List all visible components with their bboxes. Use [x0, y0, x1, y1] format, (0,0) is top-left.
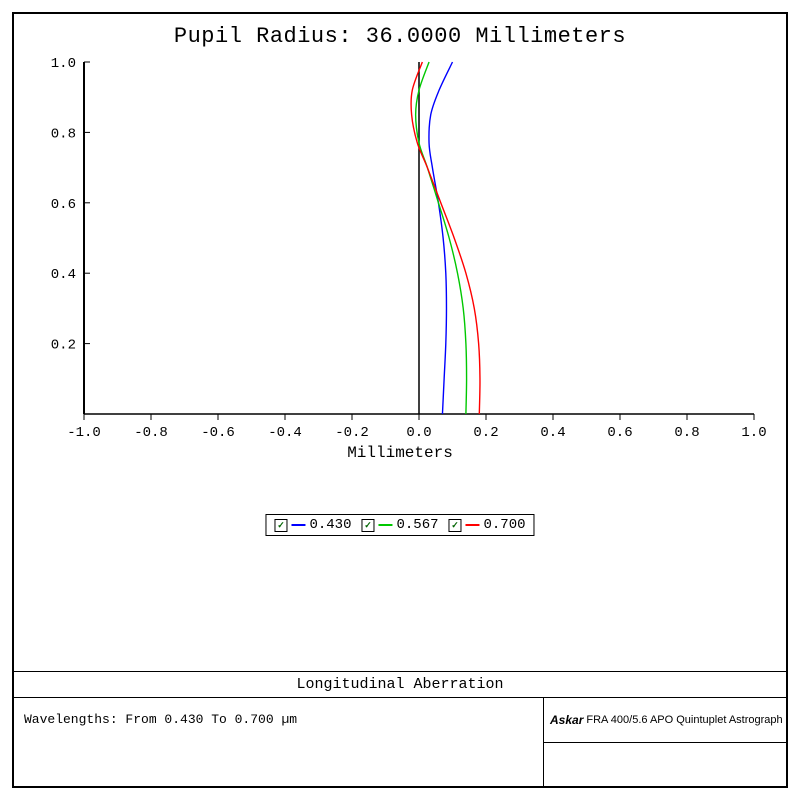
svg-text:0.8: 0.8	[51, 126, 76, 142]
product-label: Askar FRA 400/5.6 APO Quintuplet Astrogr…	[544, 698, 786, 743]
svg-text:-0.2: -0.2	[335, 425, 369, 441]
footer-empty-cell	[544, 743, 786, 787]
svg-text:0.8: 0.8	[674, 425, 699, 441]
footer: Wavelengths: From 0.430 To 0.700 µm Aska…	[14, 698, 786, 786]
svg-text:0.4: 0.4	[540, 425, 565, 441]
svg-text:0.4: 0.4	[51, 267, 76, 283]
legend-checkbox-icon: ✓	[361, 519, 374, 532]
section-title: Longitudinal Aberration	[14, 671, 786, 698]
legend-checkbox-icon: ✓	[449, 519, 462, 532]
svg-text:-0.4: -0.4	[268, 425, 302, 441]
svg-text:0.6: 0.6	[607, 425, 632, 441]
legend-label: 0.430	[309, 517, 351, 533]
legend-label: 0.700	[484, 517, 526, 533]
report-sheet: Pupil Radius: 36.0000 Millimeters -1.0-0…	[12, 12, 788, 788]
svg-text:-1.0: -1.0	[67, 425, 101, 441]
svg-text:0.2: 0.2	[473, 425, 498, 441]
svg-text:1.0: 1.0	[741, 425, 766, 441]
legend-item: ✓ 0.430	[274, 517, 351, 533]
legend: ✓ 0.430 ✓ 0.567 ✓ 0.700	[265, 514, 534, 536]
legend-label: 0.567	[396, 517, 438, 533]
legend-checkbox-icon: ✓	[274, 519, 287, 532]
legend-color-swatch	[291, 524, 305, 526]
brand-name: Askar	[550, 713, 583, 727]
chart-pane: Pupil Radius: 36.0000 Millimeters -1.0-0…	[14, 14, 786, 671]
legend-color-swatch	[466, 524, 480, 526]
wavelength-range-text: Wavelengths: From 0.430 To 0.700 µm	[14, 698, 544, 786]
legend-item: ✓ 0.567	[361, 517, 438, 533]
x-axis-label: Millimeters	[14, 444, 786, 462]
svg-text:-0.8: -0.8	[134, 425, 168, 441]
legend-item: ✓ 0.700	[449, 517, 526, 533]
legend-color-swatch	[378, 524, 392, 526]
svg-text:-0.6: -0.6	[201, 425, 235, 441]
aberration-plot: -1.0 -0.8 -0.6 -0.4 -0.2 0.0 0.2 0.4 0.6 0.8 1.0 0.…	[14, 14, 786, 654]
product-name: FRA 400/5.6 APO Quintuplet Astrograph	[586, 714, 782, 726]
svg-text:0.6: 0.6	[51, 197, 76, 213]
svg-text:1.0: 1.0	[51, 56, 76, 72]
svg-text:0.2: 0.2	[51, 338, 76, 354]
svg-text:0.0: 0.0	[406, 425, 431, 441]
